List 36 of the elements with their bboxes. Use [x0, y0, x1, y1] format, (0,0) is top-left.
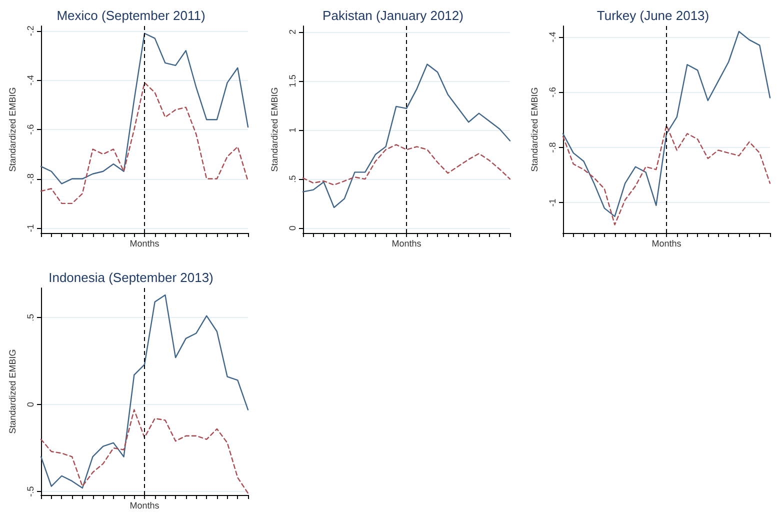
y-tick-label: -.8 [26, 174, 36, 184]
y-axis-title: Standardized EMBIG [8, 349, 18, 434]
x-axis-title: Months [130, 500, 160, 510]
y-tick-label: 0 [288, 226, 298, 231]
chart-title: Turkey (June 2013) [596, 8, 710, 23]
chart-title: Pakistan (January 2012) [322, 8, 464, 23]
y-tick-label: .5 [288, 175, 298, 183]
y-tick-label: -.4 [548, 32, 558, 42]
chart-title: Mexico (September 2011) [56, 8, 206, 23]
y-tick-label: -.4 [26, 74, 36, 86]
y-tick-label: -.6 [26, 124, 36, 135]
y-tick-label: 0 [26, 402, 36, 408]
chart-title: Indonesia (September 2013) [48, 270, 214, 285]
y-tick-label: -.2 [26, 26, 36, 36]
line-series [40, 32, 249, 184]
line-series [302, 144, 511, 186]
y-tick-label: .5 [26, 314, 36, 322]
y-axis-title: Standardized EMBIG [8, 87, 18, 172]
line-series [562, 30, 771, 218]
line-series [562, 124, 771, 226]
y-axis-title: Standardized EMBIG [530, 87, 540, 172]
x-axis-title: Months [130, 238, 160, 248]
y-tick-label: -.5 [26, 486, 36, 497]
y-tick-label: -.6 [548, 86, 558, 98]
y-tick-label: -1 [548, 198, 558, 207]
y-tick-label: 2 [288, 29, 298, 34]
line-series [40, 82, 249, 204]
y-axis-title: Standardized EMBIG [270, 87, 280, 172]
line-series [302, 64, 511, 208]
y-tick-label: -1 [26, 224, 36, 232]
x-axis-title: Months [652, 238, 682, 248]
line-series [40, 294, 249, 489]
x-axis-title: Months [392, 238, 422, 248]
y-tick-label: -.8 [548, 142, 558, 153]
y-tick-label: 1 [288, 127, 298, 132]
y-tick-label: 1.5 [288, 74, 298, 88]
